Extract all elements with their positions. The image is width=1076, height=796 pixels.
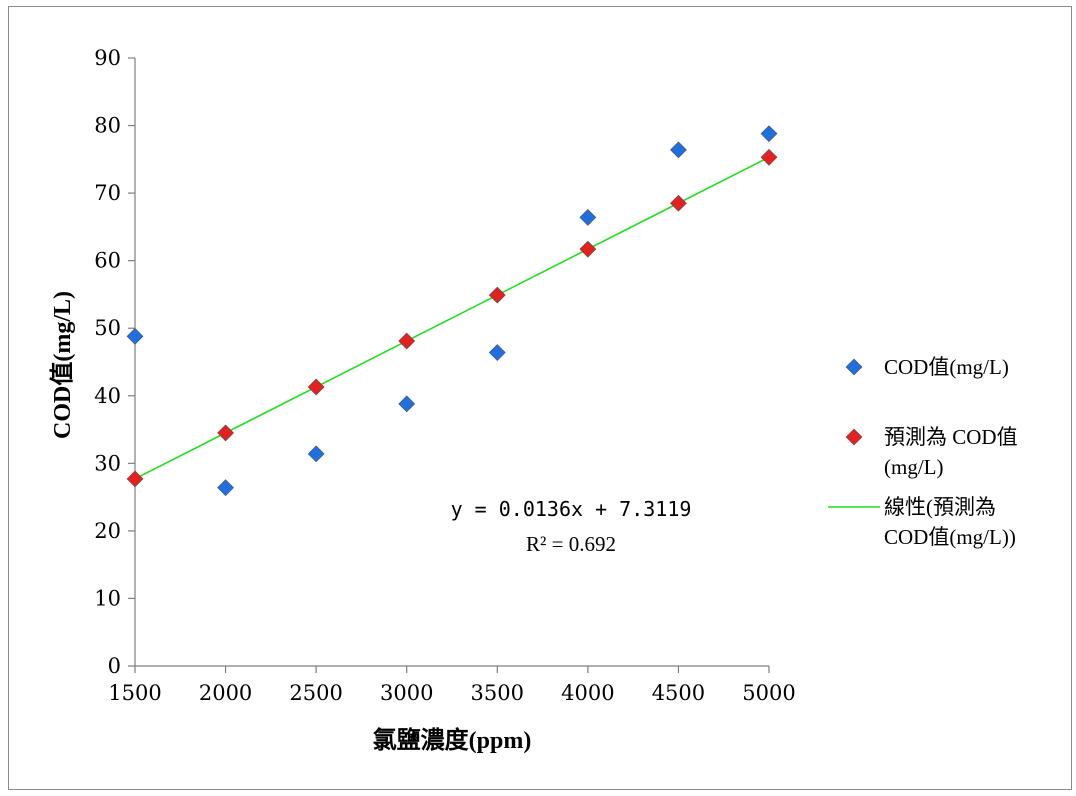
y-tick-label: 0 xyxy=(108,654,121,678)
predicted-point xyxy=(126,470,144,488)
predicted-point xyxy=(670,194,687,212)
y-tick-label: 30 xyxy=(94,451,121,475)
legend: COD值(mg/L) 預測為 COD值 (mg/L) 線性(預測為 COD值(mg/L)… xyxy=(828,355,1018,549)
predicted-point xyxy=(217,424,234,442)
chart-frame xyxy=(8,6,1072,790)
trendline-equation: y = 0.0136x + 7.3119 xyxy=(451,497,692,521)
x-tick-label: 3500 xyxy=(471,681,524,705)
x-tick-label: 4500 xyxy=(652,681,705,705)
predicted-point xyxy=(760,148,778,166)
y-tick-label: 40 xyxy=(94,384,121,408)
predicted-point xyxy=(579,240,597,258)
cod-point xyxy=(398,395,416,413)
legend-label: COD值(mg/L) xyxy=(884,355,1009,379)
y-axis-label: COD值(mg/L) xyxy=(48,291,76,439)
y-tick-label: 50 xyxy=(94,316,121,340)
y-tick-label: 10 xyxy=(94,586,121,610)
legend-label: 預測為 COD值 xyxy=(884,425,1018,449)
x-tick-label: 2500 xyxy=(289,681,342,705)
cod-point xyxy=(670,141,687,159)
r-squared: R² = 0.692 xyxy=(526,532,616,556)
cod-point xyxy=(579,209,597,226)
y-tick-label: 80 xyxy=(94,114,121,138)
cod-point xyxy=(126,327,144,345)
y-tick-label: 90 xyxy=(94,46,121,70)
marks-layer xyxy=(126,125,778,497)
cod-point xyxy=(307,445,325,463)
predicted-point xyxy=(307,378,325,396)
cod-point xyxy=(760,125,778,143)
legend-label: 線性(預測為 xyxy=(884,495,996,519)
x-tick-label: 2000 xyxy=(199,681,252,705)
x-axis-label: 氯鹽濃度(ppm) xyxy=(373,726,532,754)
y-tick-label: 20 xyxy=(94,519,121,543)
predicted-point xyxy=(488,286,506,304)
x-tick-label: 5000 xyxy=(742,681,795,705)
legend-label: (mg/L) xyxy=(884,455,943,479)
cod-point xyxy=(488,344,506,361)
x-tick-label: 4000 xyxy=(561,681,614,705)
legend-marker xyxy=(845,358,863,376)
legend-label: COD值(mg/L)) xyxy=(884,525,1016,549)
y-tick-label: 60 xyxy=(94,249,121,273)
predicted-point xyxy=(398,332,416,350)
trendline xyxy=(134,156,770,480)
legend-marker xyxy=(845,428,863,446)
y-tick-label: 70 xyxy=(94,181,121,205)
trendline-layer xyxy=(134,156,770,480)
x-tick-label: 1500 xyxy=(108,681,161,705)
cod-point xyxy=(217,479,234,497)
axes: 0 10 20 30 40 50 60 70 80 90 1500 2000 2500 3000 3500 4… xyxy=(94,46,795,705)
x-tick-label: 3000 xyxy=(380,681,433,705)
